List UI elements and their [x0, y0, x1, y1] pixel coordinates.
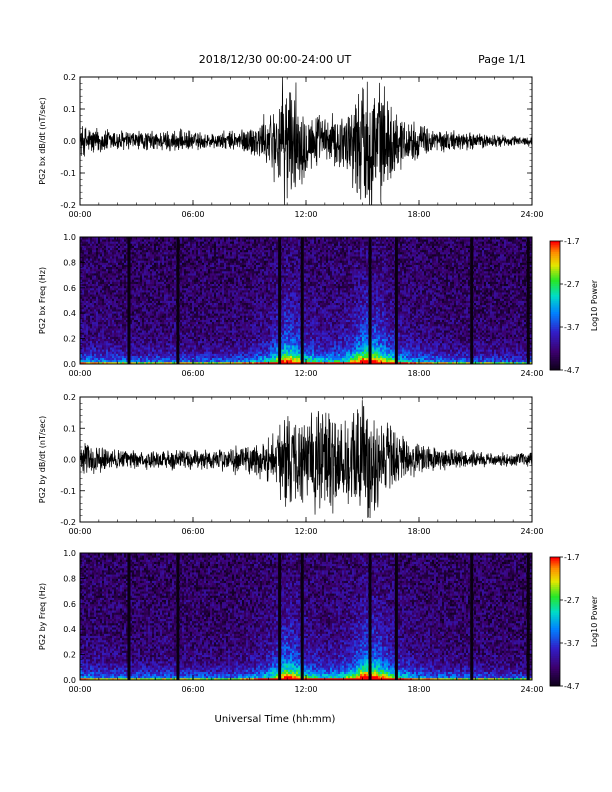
x-tick-label: 12:00 [294, 210, 317, 219]
panel-bx-waveform: 00:00 06:00 12:00 18:00 24:00 0.2 0.1 0.0 -0.1 -0… [38, 73, 544, 219]
panel-bx-spectrogram: 00:00 06:00 12:00 18:00 24:001.00.80.60.40.2… [38, 233, 544, 378]
y-tick-label: 0.2 [63, 73, 76, 82]
x-tick-label: 06:00 [181, 210, 204, 219]
page-indicator: Page 1/1 [478, 53, 526, 66]
y-tick-label: -0.1 [60, 169, 76, 178]
figure-title: 2018/12/30 00:00-24:00 UT [199, 53, 352, 66]
waveform-series [80, 77, 532, 209]
x-tick-label: 18:00 [407, 210, 430, 219]
y-axis-label: PG2 bx dB/dt (nT/sec) [38, 97, 47, 184]
y-tick-label: 0.0 [63, 137, 76, 146]
figure: 2018/12/30 00:00-24:00 UT Page 1/1 00:00… [0, 0, 612, 792]
y-tick-label: -0.2 [60, 201, 76, 210]
x-tick-label: 00:00 [68, 210, 91, 219]
y-tick-label: 0.1 [63, 105, 76, 114]
x-tick-label: 24:00 [520, 210, 543, 219]
